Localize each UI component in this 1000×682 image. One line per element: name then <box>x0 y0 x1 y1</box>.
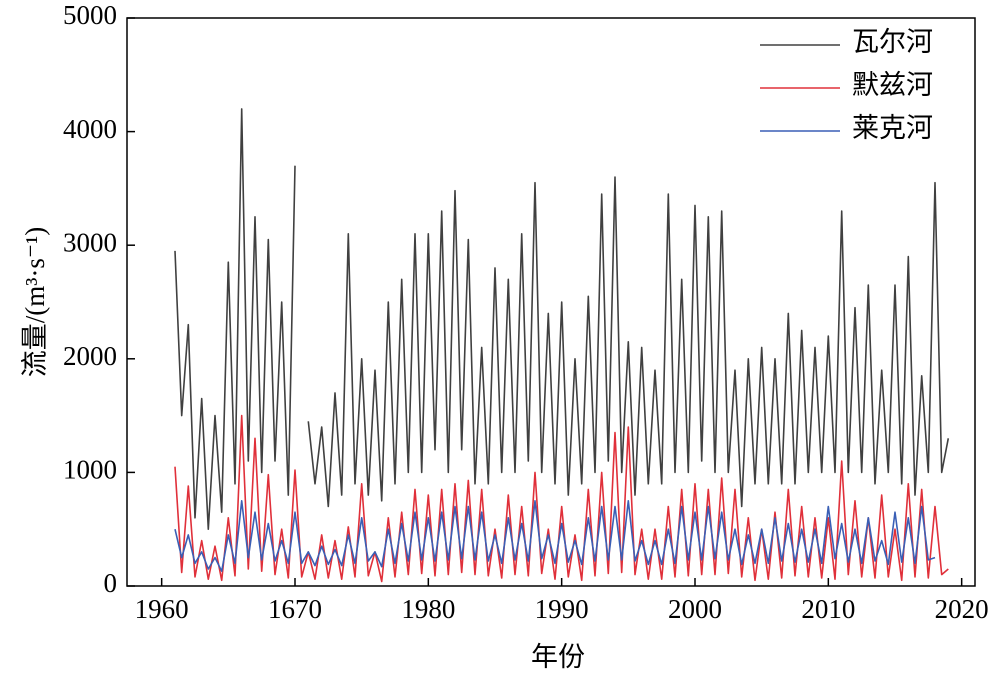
y-tick-label: 3000 <box>63 227 117 257</box>
data-line <box>174 414 949 583</box>
x-tick-label: 2000 <box>668 594 722 624</box>
y-axis-label: 流量/(m³·s⁻¹) <box>20 227 50 377</box>
y-tick-label: 2000 <box>63 341 117 371</box>
plot-frame <box>126 17 976 587</box>
data-line <box>174 500 936 572</box>
x-tick-label: 1980 <box>401 594 455 624</box>
x-tick-label: 2010 <box>801 594 855 624</box>
data-line <box>174 108 950 530</box>
y-tick-label: 5000 <box>63 0 117 30</box>
y-tick-label: 0 <box>104 568 118 598</box>
legend-label: 瓦尔河 <box>852 27 933 57</box>
x-tick-label: 2020 <box>935 594 989 624</box>
x-tick-label: 1670 <box>268 594 322 624</box>
y-tick-label: 4000 <box>63 114 117 144</box>
x-tick-label: 1960 <box>135 594 189 624</box>
legend-label: 默兹河 <box>852 70 933 100</box>
x-tick-label: 1990 <box>535 594 589 624</box>
legend-label: 莱克河 <box>852 113 933 143</box>
x-axis-label: 年份 <box>531 642 585 672</box>
y-tick-label: 1000 <box>63 455 117 485</box>
